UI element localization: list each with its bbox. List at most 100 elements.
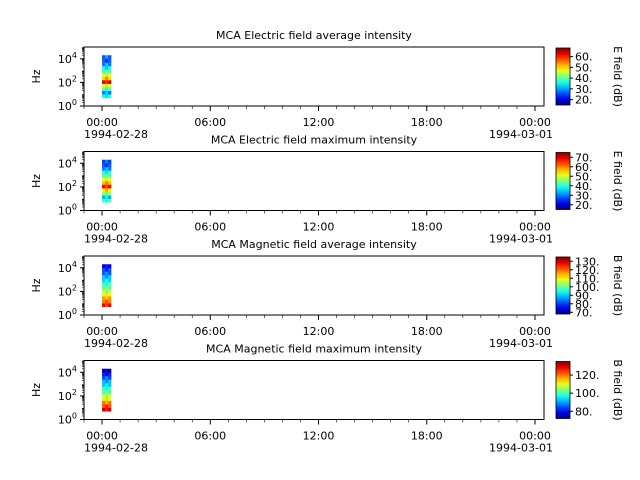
spectrogram-cell [105,278,109,283]
spectrogram-cell [102,274,106,279]
colorbar-tick-label: 100. [575,281,600,294]
spectrogram-cell [108,170,112,175]
spectrogram-cell [108,90,112,95]
spectrogram-cell [108,407,112,412]
plot-frame [83,255,545,316]
colorbar-tick-label: 40. [575,72,593,85]
spectrogram-cell [108,188,112,192]
spectrogram-cell [105,177,109,182]
spectrogram-cell [108,72,112,77]
spectrogram-cell [102,390,106,394]
spectrogram-cell [102,191,106,196]
spectrogram-cell [102,159,106,164]
x-date-start: 1994-02-28 [84,233,148,246]
spectrogram-cell [105,372,109,377]
spectrogram-cell [102,404,106,409]
spectrogram-cell [105,264,109,269]
x-tick-label: 12:00 [303,221,335,234]
spectrogram-cell [105,195,109,200]
y-tick-label: 104 [58,260,77,275]
spectrogram-cell [105,69,109,74]
spectrogram-cell [102,65,106,70]
colorbar-tick-label: 30. [575,189,593,202]
x-tick-label: 00:00 [519,430,551,443]
spectrogram-cell [102,296,106,300]
spectrogram-cell [102,264,106,269]
colorbar [555,152,571,210]
spectrogram-cell [105,170,109,175]
colorbar-tick-label: 50. [575,61,593,74]
spectrogram-cell [105,163,109,168]
spectrogram-cell [105,184,109,189]
plot-frame [83,46,545,107]
colorbar [555,256,571,315]
spectrogram-cell [105,58,109,63]
spectrogram-cell [105,166,109,171]
spectrogram-cell [108,281,112,286]
spectrogram-cell [108,292,112,297]
spectrogram-cell [105,267,109,272]
spectrogram-cell [108,390,112,394]
y-axis-label: Hz [30,69,43,83]
spectrogram-cell [108,83,112,88]
colorbar-tick-label: 20. [575,199,593,212]
x-tick-label: 18:00 [411,221,443,234]
spectrogram-cell [102,83,106,88]
x-tick-label: 00:00 [519,221,551,234]
spectrogram-cell [102,299,106,304]
y-tick-label: 102 [58,74,77,89]
x-tick-label: 12:00 [303,430,335,443]
spectrogram-cell [108,278,112,283]
spectrogram-cell [105,400,109,405]
spectrogram-cell [108,62,112,67]
spectrogram-cell [102,407,106,412]
plot-frame [83,360,545,420]
x-tick-label: 00:00 [86,325,118,338]
spectrogram-cell [102,87,106,91]
spectrogram-cell [105,281,109,286]
spectrogram-cell [108,404,112,409]
spectrogram-cell [102,281,106,286]
spectrogram-cell [105,55,109,60]
spectrogram-cell [108,372,112,377]
spectrogram-cell [108,159,112,164]
spectrogram-cell [108,267,112,272]
spectrogram-cell [102,90,106,95]
spectrogram-cell [102,289,106,293]
spectrogram-cell [102,397,106,401]
spectrogram-cell [102,94,106,99]
panel-title: MCA Electric field average intensity [216,29,412,42]
spectrogram-cell [105,382,109,387]
spectrogram-cell [102,80,106,84]
spectrogram-cell [105,299,109,304]
spectrogram-cell [102,62,106,67]
spectrogram-cell [105,404,109,409]
spectrogram-cell [108,382,112,387]
x-tick-label: 12:00 [303,325,335,338]
spectrogram-cell [105,191,109,196]
y-tick-label: 104 [58,155,77,170]
spectrogram-cell [102,375,106,380]
spectrogram-cell [108,271,112,276]
y-tick-label: 100 [58,98,77,113]
spectrogram-cell [105,159,109,164]
x-tick-label: 00:00 [519,116,551,129]
spectrogram-panel-3: MCA Magnetic field average intensity 100 1… [30,238,624,350]
y-tick-label: 102 [58,283,77,298]
spectrogram-cell [102,173,106,178]
spectrogram-cell [102,372,106,377]
spectrogram-cell [102,271,106,276]
colorbar-tick-label: 120. [575,264,600,277]
spectrogram-cell [102,58,106,63]
spectrogram-cell [108,69,112,74]
colorbar-label: E field (dB) [611,151,624,212]
plot-frame [83,151,545,211]
spectrogram-cell [108,368,112,373]
spectrogram-cell [108,386,112,391]
y-tick-label: 104 [58,364,77,379]
spectrogram-cell [108,198,112,203]
spectrogram-cell [108,94,112,99]
y-tick-label: 102 [58,388,77,403]
spectrogram-cell [102,76,106,81]
colorbar-tick-label: 60. [575,161,593,174]
